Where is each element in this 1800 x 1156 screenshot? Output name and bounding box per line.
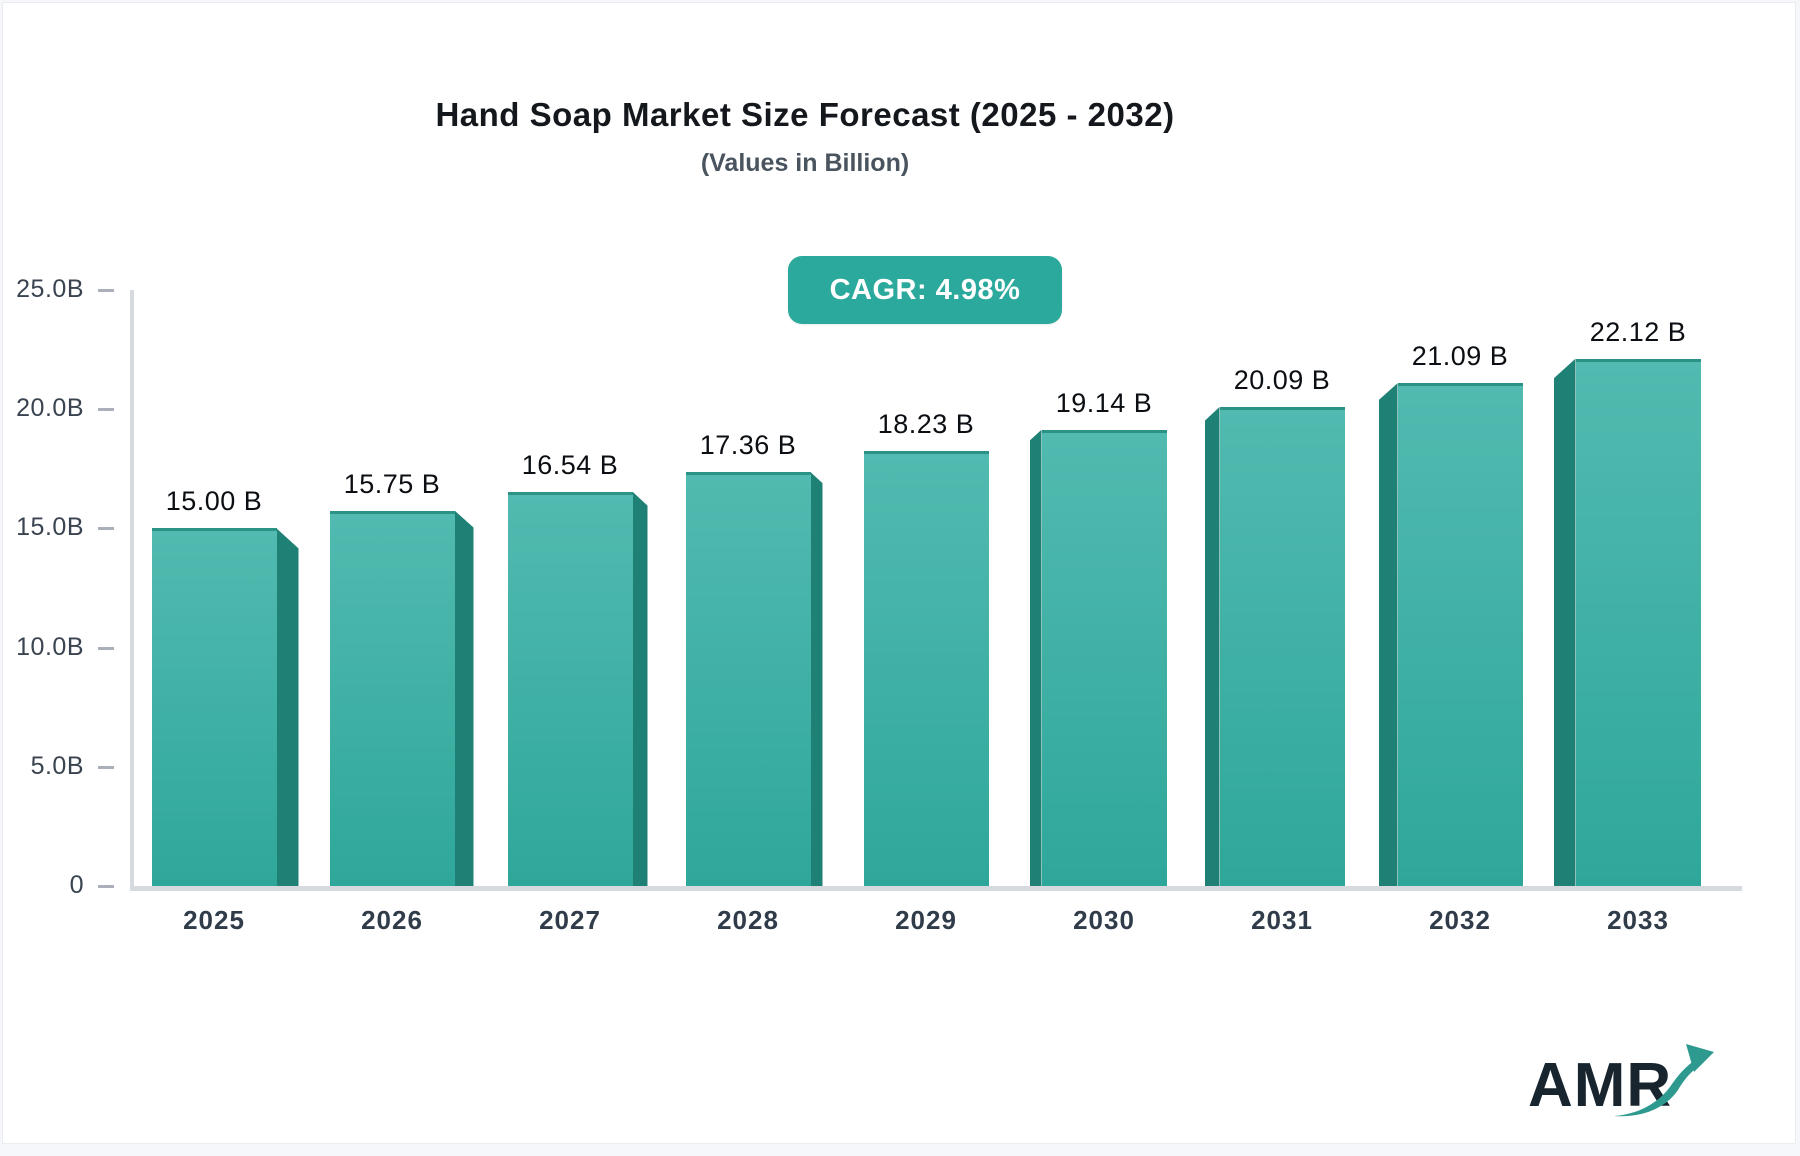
y-axis-line <box>130 290 134 886</box>
x-axis-label: 2025 <box>183 905 245 935</box>
x-axis-label: 2028 <box>717 905 779 935</box>
chart-title: Hand Soap Market Size Forecast (2025 - 2… <box>435 96 1175 133</box>
y-axis-tick-label: 20.0B <box>16 394 84 423</box>
bar-side-2033 <box>1553 358 1576 886</box>
bar-side-2026 <box>454 510 474 886</box>
bar-value-label: 22.12 B <box>1589 316 1687 347</box>
x-axis-line <box>130 886 1742 891</box>
bar-value-label: 21.09 B <box>1411 341 1509 372</box>
bar-side-2032 <box>1378 383 1398 886</box>
bar-2025 <box>151 528 277 886</box>
y-axis-tick-label: 25.0B <box>16 275 84 303</box>
bar-2031 <box>1219 407 1345 886</box>
chart-subtitle: (Values in Billion) <box>700 149 910 177</box>
bar-2027 <box>507 491 633 886</box>
x-axis-label: 2027 <box>539 905 601 935</box>
bar-2032 <box>1397 383 1523 886</box>
bar-value-label: 16.54 B <box>521 449 619 480</box>
bar-side-2031 <box>1204 407 1220 886</box>
bar-side-2027 <box>632 491 648 886</box>
bar-side-2030 <box>1029 429 1042 886</box>
y-axis-tick <box>98 408 114 412</box>
bar-value-label: 18.23 B <box>877 409 975 440</box>
cagr-badge-label: CAGR: 4.98% <box>829 273 1021 306</box>
bar-value-label: 17.36 B <box>699 430 797 461</box>
x-axis-label: 2032 <box>1429 905 1491 935</box>
bar-2030 <box>1041 429 1167 886</box>
amr-logo: AMR <box>1528 1038 1738 1128</box>
cagr-badge: CAGR: 4.98% <box>788 256 1062 324</box>
bar-side-2025 <box>276 528 299 886</box>
y-axis-tick <box>98 885 114 888</box>
y-axis-tick <box>98 289 114 292</box>
y-axis-tick-label: 0 <box>69 871 84 899</box>
bar-2033 <box>1575 358 1701 886</box>
bar-2026 <box>329 510 455 886</box>
x-axis-label: 2031 <box>1251 905 1313 935</box>
bar-value-label: 15.75 B <box>343 468 441 499</box>
y-axis-tick-label: 5.0B <box>30 751 84 780</box>
y-axis-tick-label: 15.0B <box>16 513 84 542</box>
logo-arrow-icon <box>1614 1044 1714 1117</box>
bar-2029 <box>863 451 989 886</box>
bar-value-label: 19.14 B <box>1055 387 1153 418</box>
y-axis-tick <box>98 527 114 531</box>
bar-value-label: 15.00 B <box>165 486 263 517</box>
x-axis-label: 2026 <box>361 905 423 935</box>
y-axis-tick <box>98 646 114 650</box>
x-axis-label: 2033 <box>1607 905 1669 935</box>
y-axis-tick <box>98 765 114 769</box>
x-axis-label: 2030 <box>1073 905 1135 935</box>
bar-side-2028 <box>810 472 823 886</box>
bar-2028 <box>685 472 811 886</box>
x-axis-label: 2029 <box>895 905 957 935</box>
y-axis-tick-label: 10.0B <box>16 632 84 661</box>
bar-value-label: 20.09 B <box>1233 365 1331 396</box>
